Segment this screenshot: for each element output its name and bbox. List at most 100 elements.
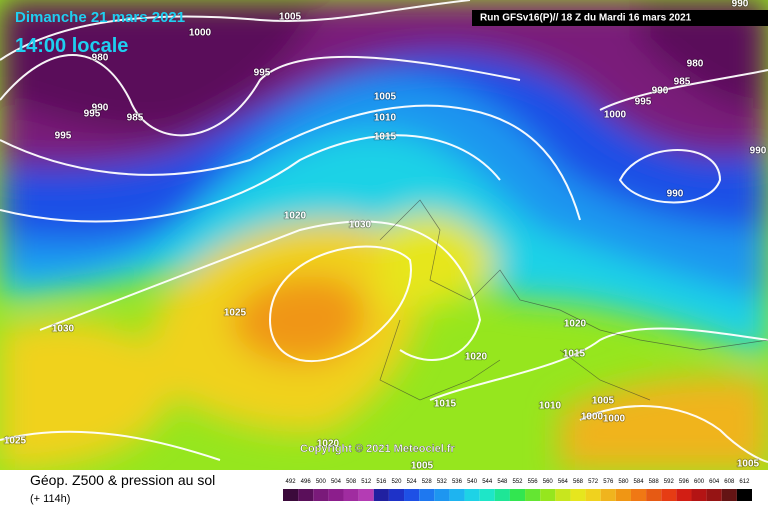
- colorbar-label: 508: [346, 479, 357, 485]
- colorbar-label: 496: [301, 479, 312, 485]
- isobar-label: 1020: [317, 439, 340, 450]
- isobar-label: 1025: [4, 436, 27, 447]
- forecast-date: Dimanche 21 mars 2021: [15, 9, 185, 26]
- colorbar-swatch: [706, 489, 722, 501]
- isobar-label: 1005: [279, 12, 302, 23]
- isobar-label: 1015: [374, 132, 397, 143]
- colorbar-label: 544: [482, 479, 493, 485]
- colorbar-label: 604: [709, 479, 720, 485]
- colorbar-label: 588: [649, 479, 660, 485]
- isobar-label: 990: [667, 189, 684, 200]
- isobar-label: 1025: [224, 308, 247, 319]
- isobar-label: 1005: [737, 459, 760, 470]
- colorbar-swatch: [555, 489, 571, 501]
- colorbar-swatch: [646, 489, 662, 501]
- colorbar-label: 576: [603, 479, 614, 485]
- colorbar-swatch: [630, 489, 647, 501]
- isobar-label: 1000: [581, 412, 604, 423]
- colorbar-label: 564: [558, 479, 569, 485]
- colorbar-swatch: [509, 489, 526, 501]
- colorbar-swatch: [404, 489, 420, 501]
- isobar-label: 1000: [189, 28, 212, 39]
- forecast-time: 14:00 locale: [15, 35, 128, 57]
- colorbar-label: 520: [391, 479, 402, 485]
- isobar-label: 990: [750, 146, 767, 157]
- colorbar-swatch: [434, 489, 450, 501]
- colorbar-label: 572: [588, 479, 599, 485]
- colorbar-swatch: [540, 489, 556, 501]
- colorbar-swatch: [373, 489, 389, 501]
- colorbar-swatch: [313, 489, 329, 501]
- isobar-label: 1020: [564, 319, 587, 330]
- isobar-label: 995: [254, 68, 271, 79]
- colorbar-label: 608: [724, 479, 735, 485]
- colorbar-label: 536: [452, 479, 463, 485]
- isobar-label: 1020: [284, 211, 307, 222]
- colorbar-swatch: [464, 489, 480, 501]
- isobar-label: 1005: [374, 92, 397, 103]
- isobar-label: 1030: [349, 220, 372, 231]
- isobar-label: 1005: [411, 461, 434, 472]
- isobar-label: 1015: [434, 399, 457, 410]
- colorbar-swatch: [676, 489, 692, 501]
- isobar-label: 1010: [539, 401, 562, 412]
- colorbar-label: 556: [528, 479, 539, 485]
- isobar-label: 1030: [52, 324, 75, 335]
- colorbar-swatch: [585, 489, 601, 501]
- isobar-label: 980: [92, 53, 109, 64]
- colorbar-label: 552: [512, 479, 523, 485]
- colorbar-label: 524: [407, 479, 418, 485]
- colorbar-swatch: [721, 489, 737, 501]
- colorbar-swatch: [449, 489, 465, 501]
- isobar-label: 995: [635, 97, 652, 108]
- colorbar-label: 516: [376, 479, 387, 485]
- forecast-lead: (+ 114h): [30, 493, 70, 505]
- run-banner: [472, 10, 768, 26]
- colorbar-swatch: [283, 489, 299, 501]
- run-info: Run GFSv16(P)// 18 Z du Mardi 16 mars 20…: [480, 13, 692, 24]
- colorbar-label: 560: [543, 479, 554, 485]
- isobar-label: 985: [127, 113, 144, 124]
- colorbar-swatch: [388, 489, 405, 501]
- colorbar-swatch: [736, 489, 752, 501]
- colorbar-swatch: [691, 489, 707, 501]
- colorbar-swatch: [600, 489, 616, 501]
- isobar-label: 1000: [604, 110, 627, 121]
- colorbar-label: 612: [739, 479, 750, 485]
- isobar-label: 985: [674, 77, 691, 88]
- colorbar-swatch: [570, 489, 586, 501]
- isobar-label: 1005: [592, 396, 615, 407]
- colorbar-label: 580: [618, 479, 629, 485]
- isobar-label: 1000: [603, 414, 626, 425]
- colorbar-swatch: [343, 489, 359, 501]
- isobar-label: 1020: [465, 352, 488, 363]
- colorbar-swatch: [328, 489, 344, 501]
- isobar-label: 990: [92, 103, 109, 114]
- isobar-label: 980: [687, 59, 704, 70]
- isobar-label: 995: [84, 109, 101, 120]
- isobar-label: 990: [652, 86, 669, 97]
- colorbar-label: 500: [316, 479, 327, 485]
- colorbar-label: 592: [664, 479, 675, 485]
- colorbar-label: 492: [286, 479, 297, 485]
- colorbar-swatch: [615, 489, 631, 501]
- isobar-label: 995: [55, 131, 72, 142]
- colorbar-label: 528: [422, 479, 433, 485]
- copyright: Copyright © 2021 Meteociel.fr: [300, 443, 456, 455]
- isobar-label: 1015: [563, 349, 586, 360]
- colorbar-label: 540: [467, 479, 478, 485]
- colorbar-label: 532: [437, 479, 448, 485]
- isobar-label: 990: [732, 0, 749, 10]
- colorbar-label: 512: [361, 479, 372, 485]
- colorbar-swatch: [479, 489, 495, 501]
- colorbar-swatch: [525, 489, 541, 501]
- colorbar-label: 504: [331, 479, 342, 485]
- colorbar-label: 584: [634, 479, 645, 485]
- colorbar-label: 596: [679, 479, 690, 485]
- colorbar-swatch: [298, 489, 314, 501]
- colorbar-label: 548: [497, 479, 508, 485]
- colorbar-swatch: [494, 489, 510, 501]
- legend-title: Géop. Z500 & pression au sol: [30, 472, 215, 488]
